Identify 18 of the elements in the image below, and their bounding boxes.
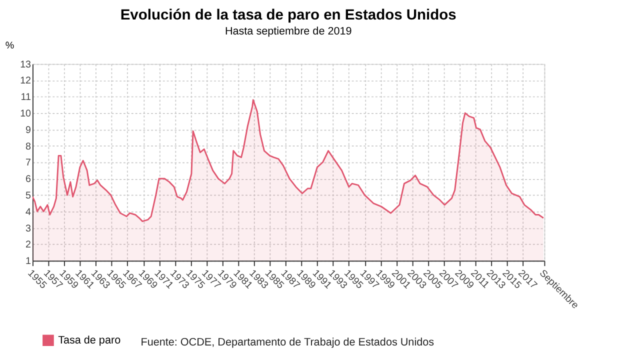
y-tick-label: 7 [26,158,31,169]
y-tick-label: 5 [26,190,32,202]
y-tick-label: 1 [26,256,31,268]
y-tick-label: 8 [26,141,32,152]
chart-subtitle: Hasta septiembre de 2019 [224,25,352,38]
y-tick-label: 13 [20,59,32,70]
y-tick-label: 6 [26,174,32,186]
source-note: Fuente: OCDE, Departamento de Trabajo de Estados Unidos [140,336,435,348]
y-tick-label: 9 [26,124,31,136]
chart-title: Evolución de la tasa de paro en Estados Unidos [120,8,456,24]
y-tick-label: 4 [26,206,32,218]
y-tick-label: 2 [26,240,31,251]
legend-label: Tasa de paro [58,334,121,346]
y-axis-title: % [5,40,14,52]
y-tick-label: 12 [20,76,31,87]
y-tick-label: 10 [20,108,32,120]
y-tick-label: 3 [26,223,32,234]
y-tick-label: 11 [20,92,31,104]
